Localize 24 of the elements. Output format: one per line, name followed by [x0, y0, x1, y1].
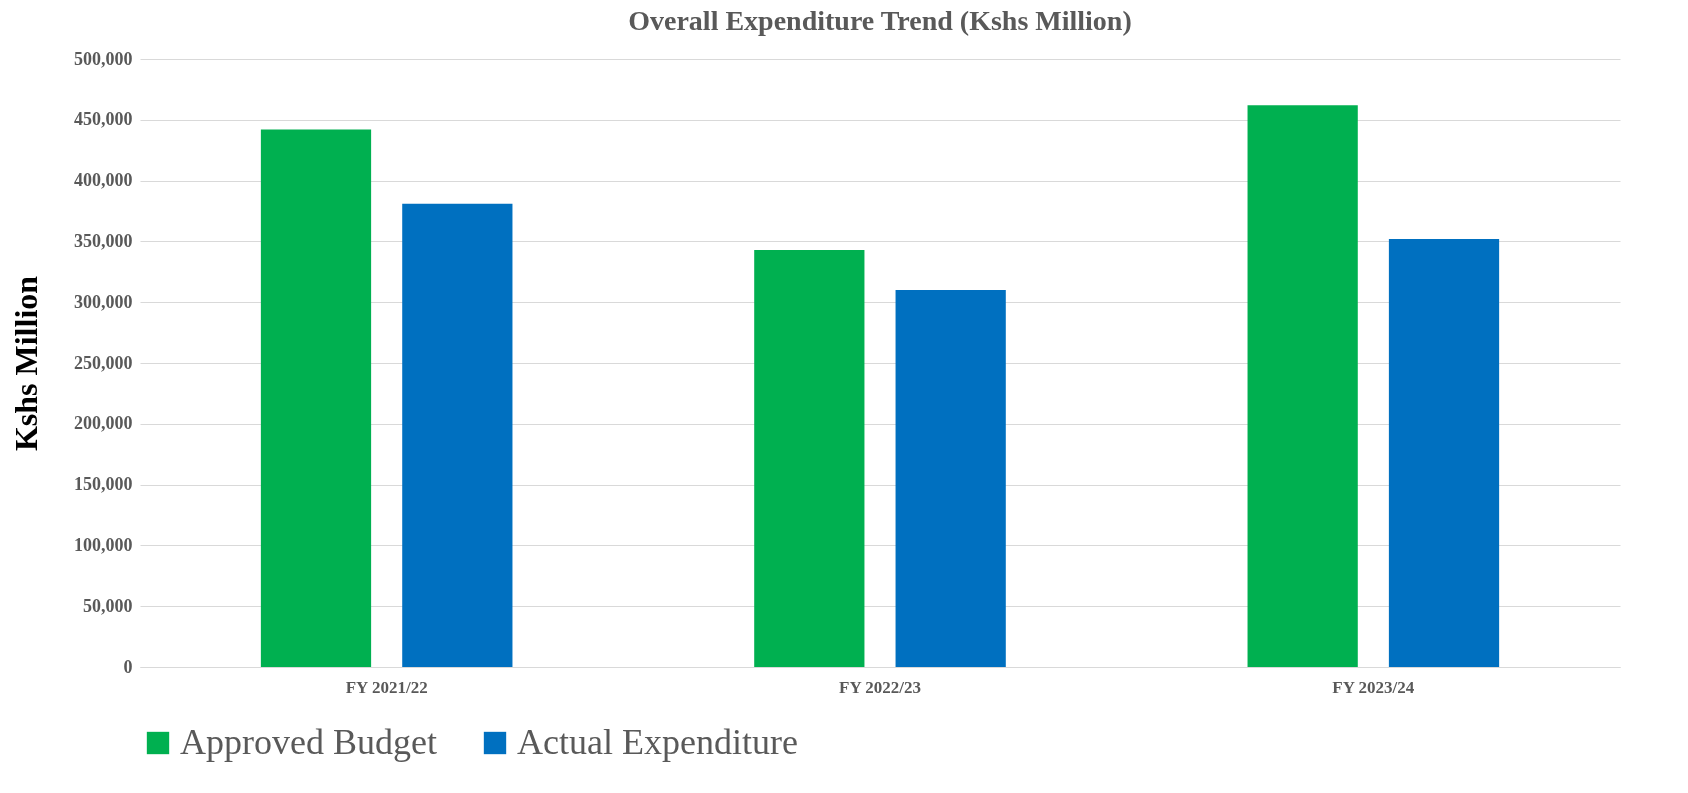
y-tick-label: 250,000	[74, 352, 133, 373]
bar	[402, 203, 513, 667]
x-tick-label: FY 2023/24	[1332, 677, 1415, 697]
y-tick-label: 150,000	[74, 474, 133, 495]
x-tick-label: FY 2021/22	[345, 677, 428, 697]
x-tick-label: FY 2022/23	[838, 677, 922, 697]
bar	[1388, 238, 1500, 667]
bar	[754, 249, 865, 667]
y-tick-label: 400,000	[74, 170, 133, 191]
chart-title: Overall Expenditure Trend (Kshs Million)	[628, 5, 1132, 36]
legend-label: Actual Expenditure	[517, 722, 798, 762]
y-tick-label: 300,000	[74, 291, 133, 312]
y-tick-label: 0	[123, 656, 133, 677]
y-tick-label: 50,000	[83, 595, 133, 616]
y-axis-title: Kshs Million	[8, 275, 44, 452]
y-tick-label: 200,000	[74, 413, 133, 434]
bar	[895, 290, 1006, 667]
legend-label: Approved Budget	[180, 722, 437, 762]
bar	[1247, 105, 1358, 667]
bar	[260, 129, 372, 667]
y-tick-label: 350,000	[74, 230, 133, 251]
y-tick-label: 500,000	[74, 48, 133, 69]
y-tick-label: 100,000	[74, 534, 133, 555]
y-tick-label: 450,000	[74, 109, 133, 130]
